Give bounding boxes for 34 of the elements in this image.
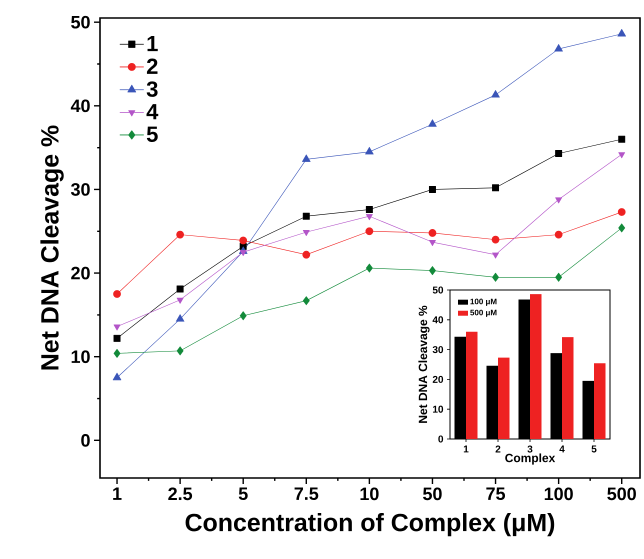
legend-label: 1 bbox=[148, 36, 158, 52]
y-tick-label: 40 bbox=[432, 316, 444, 324]
y-tick-label: 0 bbox=[438, 435, 444, 443]
x-tick-label: 2.5 bbox=[168, 487, 192, 500]
x-tick-label: 3 bbox=[527, 446, 532, 453]
x-tick-label: 7.5 bbox=[294, 487, 318, 500]
x-tick-label: 1 bbox=[113, 487, 122, 500]
y-tick-label: 0 bbox=[81, 434, 90, 447]
x-tick-label: 500 bbox=[607, 487, 636, 500]
y-tick-label: 30 bbox=[432, 346, 444, 354]
y-axis-title: Net DNA Cleavage % bbox=[40, 126, 64, 370]
x-tick-label: 10 bbox=[360, 487, 379, 500]
legend-label: 2 bbox=[146, 58, 158, 74]
y-tick-label: 10 bbox=[72, 350, 90, 364]
x-tick-label: 100 bbox=[544, 487, 573, 500]
x-axis-title: Concentration of Complex (μM) bbox=[186, 513, 554, 536]
legend-label: 4 bbox=[146, 104, 158, 120]
x-tick-label: 5 bbox=[238, 487, 248, 500]
y-tick-label: 40 bbox=[70, 99, 90, 112]
x-tick-label: 75 bbox=[486, 487, 506, 500]
x-tick-label: 5 bbox=[592, 446, 596, 452]
y-tick-label: 10 bbox=[433, 406, 444, 413]
x-axis-title: Complex bbox=[505, 453, 556, 465]
y-tick-label: 50 bbox=[71, 16, 90, 29]
y-axis-title: Net DNA Cleavage % bbox=[418, 306, 430, 423]
y-tick-label: 30 bbox=[70, 183, 90, 196]
x-tick-label: 1 bbox=[464, 446, 468, 452]
y-tick-label: 20 bbox=[432, 376, 444, 383]
legend-label: 5 bbox=[146, 126, 158, 142]
x-tick-label: 2 bbox=[496, 446, 500, 452]
legend-label: 3 bbox=[146, 81, 158, 97]
x-tick-label: 4 bbox=[559, 446, 565, 452]
y-tick-label: 20 bbox=[71, 266, 90, 280]
y-tick-label: 50 bbox=[432, 286, 444, 294]
